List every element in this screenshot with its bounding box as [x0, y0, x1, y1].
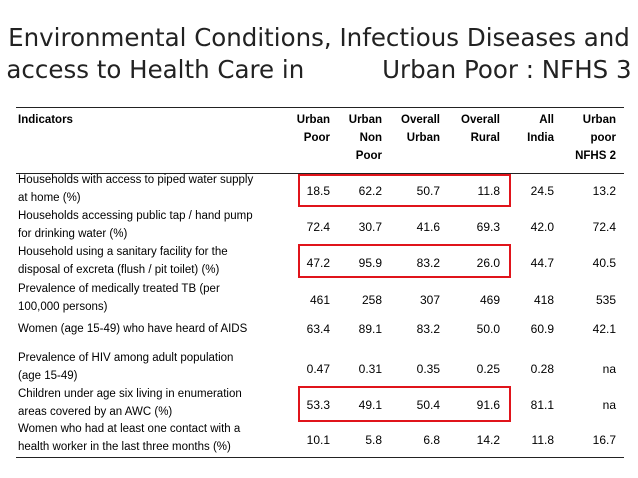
header-all-india: All India [527, 114, 554, 144]
table-top-rule [16, 107, 624, 108]
title-line-1: Environmental Conditions, Infectious Dis… [8, 23, 630, 52]
value-overall-rural: 26.0 [476, 256, 500, 270]
value-overall-urban: 83.2 [416, 256, 440, 270]
value-urban-poor: 461 [309, 293, 330, 307]
value-urban-poor: 63.4 [306, 322, 330, 336]
value-urban-non-poor: 89.1 [358, 322, 382, 336]
indicator-cell: Households accessing public tap / hand p… [18, 210, 253, 240]
value-urban-poor-nfhs2: 16.7 [592, 433, 616, 447]
value-overall-rural: 91.6 [476, 398, 500, 412]
title-line-2: access to Health Care in Urban Poor : NF… [6, 55, 632, 84]
value-overall-rural: 14.2 [476, 433, 500, 447]
value-urban-poor-nfhs2: 40.5 [592, 256, 616, 270]
indicator-cell: Women who had at least one contact with … [18, 423, 241, 453]
value-overall-rural: 50.0 [476, 322, 500, 336]
value-overall-rural: 11.8 [477, 184, 500, 198]
value-urban-non-poor: 62.2 [358, 184, 382, 198]
value-urban-poor-nfhs2: 13.2 [592, 184, 616, 198]
header-bottom-rule [16, 173, 624, 174]
value-overall-urban: 50.4 [416, 398, 440, 412]
table-bottom-rule [16, 457, 624, 458]
value-all-india: 24.5 [530, 184, 554, 198]
value-all-india: 44.7 [530, 256, 554, 270]
value-overall-urban: 307 [419, 293, 440, 307]
value-urban-non-poor: 0.31 [358, 362, 382, 376]
value-overall-urban: 0.35 [416, 362, 440, 376]
value-urban-poor: 53.3 [306, 398, 330, 412]
value-urban-poor-nfhs2: 535 [595, 293, 616, 307]
value-urban-non-poor: 30.7 [358, 220, 382, 234]
indicator-cell: Prevalence of medically treated TB (per … [18, 283, 220, 313]
indicator-cell: Prevalence of HIV among adult population… [18, 352, 234, 382]
header-overall-rural: Overall Rural [461, 114, 500, 144]
highlight-box-piped-water [298, 174, 511, 207]
value-all-india: 42.0 [530, 220, 554, 234]
header-overall-urban: Overall Urban [401, 114, 440, 144]
value-overall-urban: 50.7 [416, 184, 440, 198]
highlight-box-sanitation [298, 244, 511, 278]
indicator-cell: Women (age 15-49) who have heard of AIDS [18, 323, 248, 335]
value-urban-non-poor: 258 [361, 293, 382, 307]
indicator-cell: Household using a sanitary facility for … [18, 246, 228, 276]
value-all-india: 418 [533, 293, 554, 307]
value-all-india: 60.9 [530, 322, 554, 336]
value-overall-urban: 41.6 [416, 220, 440, 234]
value-urban-poor-nfhs2: na [602, 398, 616, 412]
slide-title: Environmental Conditions, Infectious Dis… [0, 22, 638, 86]
value-urban-non-poor: 5.8 [365, 433, 382, 447]
value-overall-rural: 69.3 [476, 220, 500, 234]
highlight-box-awc [298, 386, 511, 422]
value-all-india: 81.1 [530, 398, 554, 412]
value-urban-poor-nfhs2: 72.4 [592, 220, 616, 234]
value-urban-poor: 0.47 [306, 362, 330, 376]
value-overall-urban: 83.2 [416, 322, 440, 336]
value-urban-poor: 18.5 [306, 184, 330, 198]
value-urban-poor-nfhs2: na [602, 362, 616, 376]
value-urban-poor: 47.2 [306, 256, 330, 270]
value-urban-poor-nfhs2: 42.1 [592, 322, 616, 336]
value-urban-poor: 10.1 [306, 433, 330, 447]
value-all-india: 0.28 [530, 362, 554, 376]
header-indicators: Indicators [18, 114, 73, 126]
value-urban-non-poor: 49.1 [358, 398, 382, 412]
value-overall-rural: 0.25 [476, 362, 500, 376]
value-urban-non-poor: 95.9 [358, 256, 382, 270]
value-urban-poor: 72.4 [306, 220, 330, 234]
indicator-cell: Households with access to piped water su… [18, 174, 254, 204]
header-urban-poor: Urban Poor [296, 114, 330, 144]
indicator-cell: Children under age six living in enumera… [18, 388, 242, 418]
value-overall-urban: 6.8 [423, 433, 440, 447]
value-all-india: 11.8 [531, 433, 554, 447]
header-urban-poor-nfhs2: Urban poor NFHS 2 [575, 114, 616, 162]
value-overall-rural: 469 [479, 293, 500, 307]
header-urban-non-poor: Urban Non Poor [348, 114, 382, 162]
